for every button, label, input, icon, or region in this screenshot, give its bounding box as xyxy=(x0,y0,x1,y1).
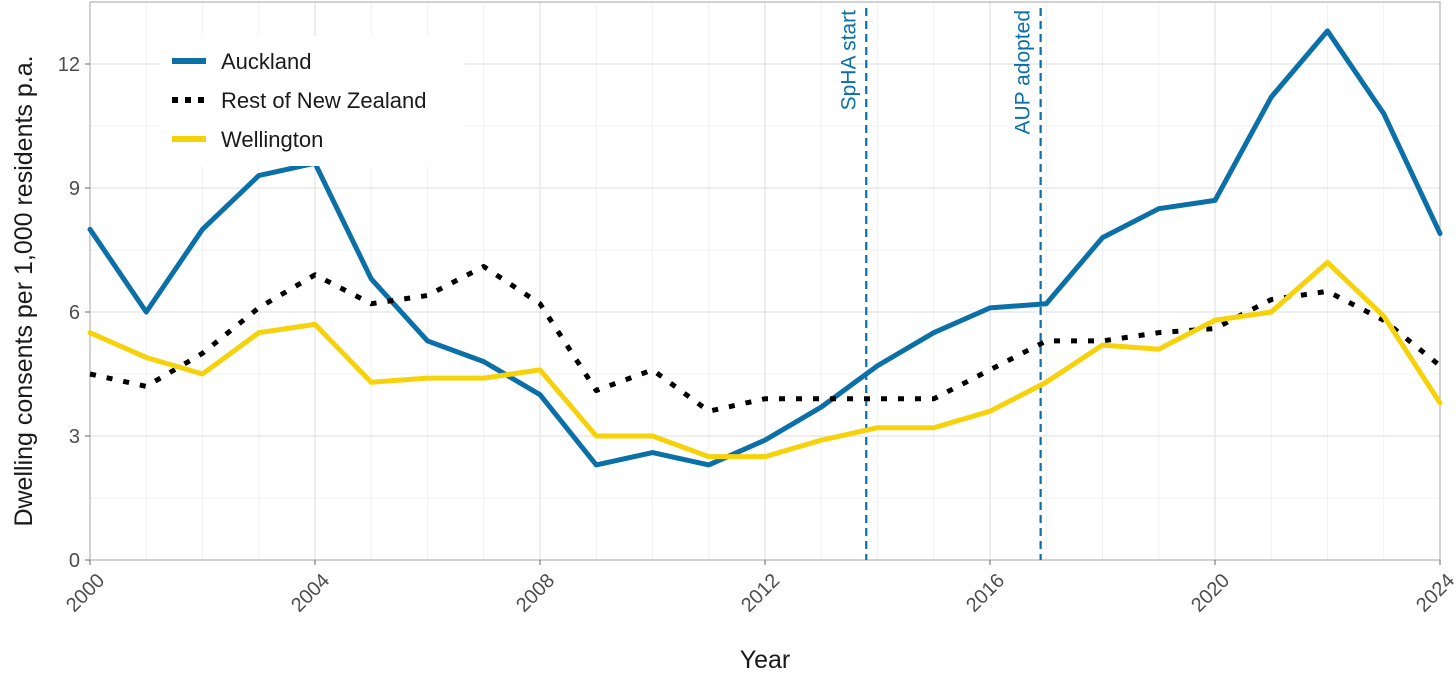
legend-label-3: Wellington xyxy=(221,127,323,152)
x-tick-label: 2012 xyxy=(737,570,784,617)
y-tick-label: 6 xyxy=(69,302,80,324)
annotations: SpHA start AUP adopted xyxy=(837,8,1042,560)
series-line-2 xyxy=(89,264,1442,414)
x-tick-label: 2020 xyxy=(1187,570,1234,617)
x-tick-label: 2004 xyxy=(287,570,334,617)
legend-background xyxy=(160,36,465,166)
y-axis-ticks: 0 3 6 9 12 xyxy=(58,54,90,572)
legend-label-1: Auckland xyxy=(221,49,312,74)
y-tick-label: 3 xyxy=(69,426,80,448)
legend-label-2: Rest of New Zealand xyxy=(221,88,426,113)
y-tick-label: 0 xyxy=(69,550,80,572)
x-tick-label: 2016 xyxy=(962,570,1009,617)
series-line-3 xyxy=(87,259,1443,460)
x-axis-ticks: 2000 2004 2008 2012 2016 2020 2024 xyxy=(62,560,1456,617)
y-tick-label: 12 xyxy=(58,54,80,76)
annotation-label: SpHA start xyxy=(837,10,860,111)
annotation-label: AUP adopted xyxy=(1012,10,1035,135)
x-tick-label: 2008 xyxy=(512,570,559,617)
x-tick-label: 2024 xyxy=(1412,570,1456,617)
y-axis-title: Dwelling consents per 1,000 residents p.… xyxy=(10,55,38,526)
y-tick-label: 9 xyxy=(69,178,80,200)
x-tick-label: 2000 xyxy=(62,570,109,617)
legend: Auckland Rest of New Zealand Wellington xyxy=(160,36,465,166)
x-axis-title: Year xyxy=(740,646,791,674)
